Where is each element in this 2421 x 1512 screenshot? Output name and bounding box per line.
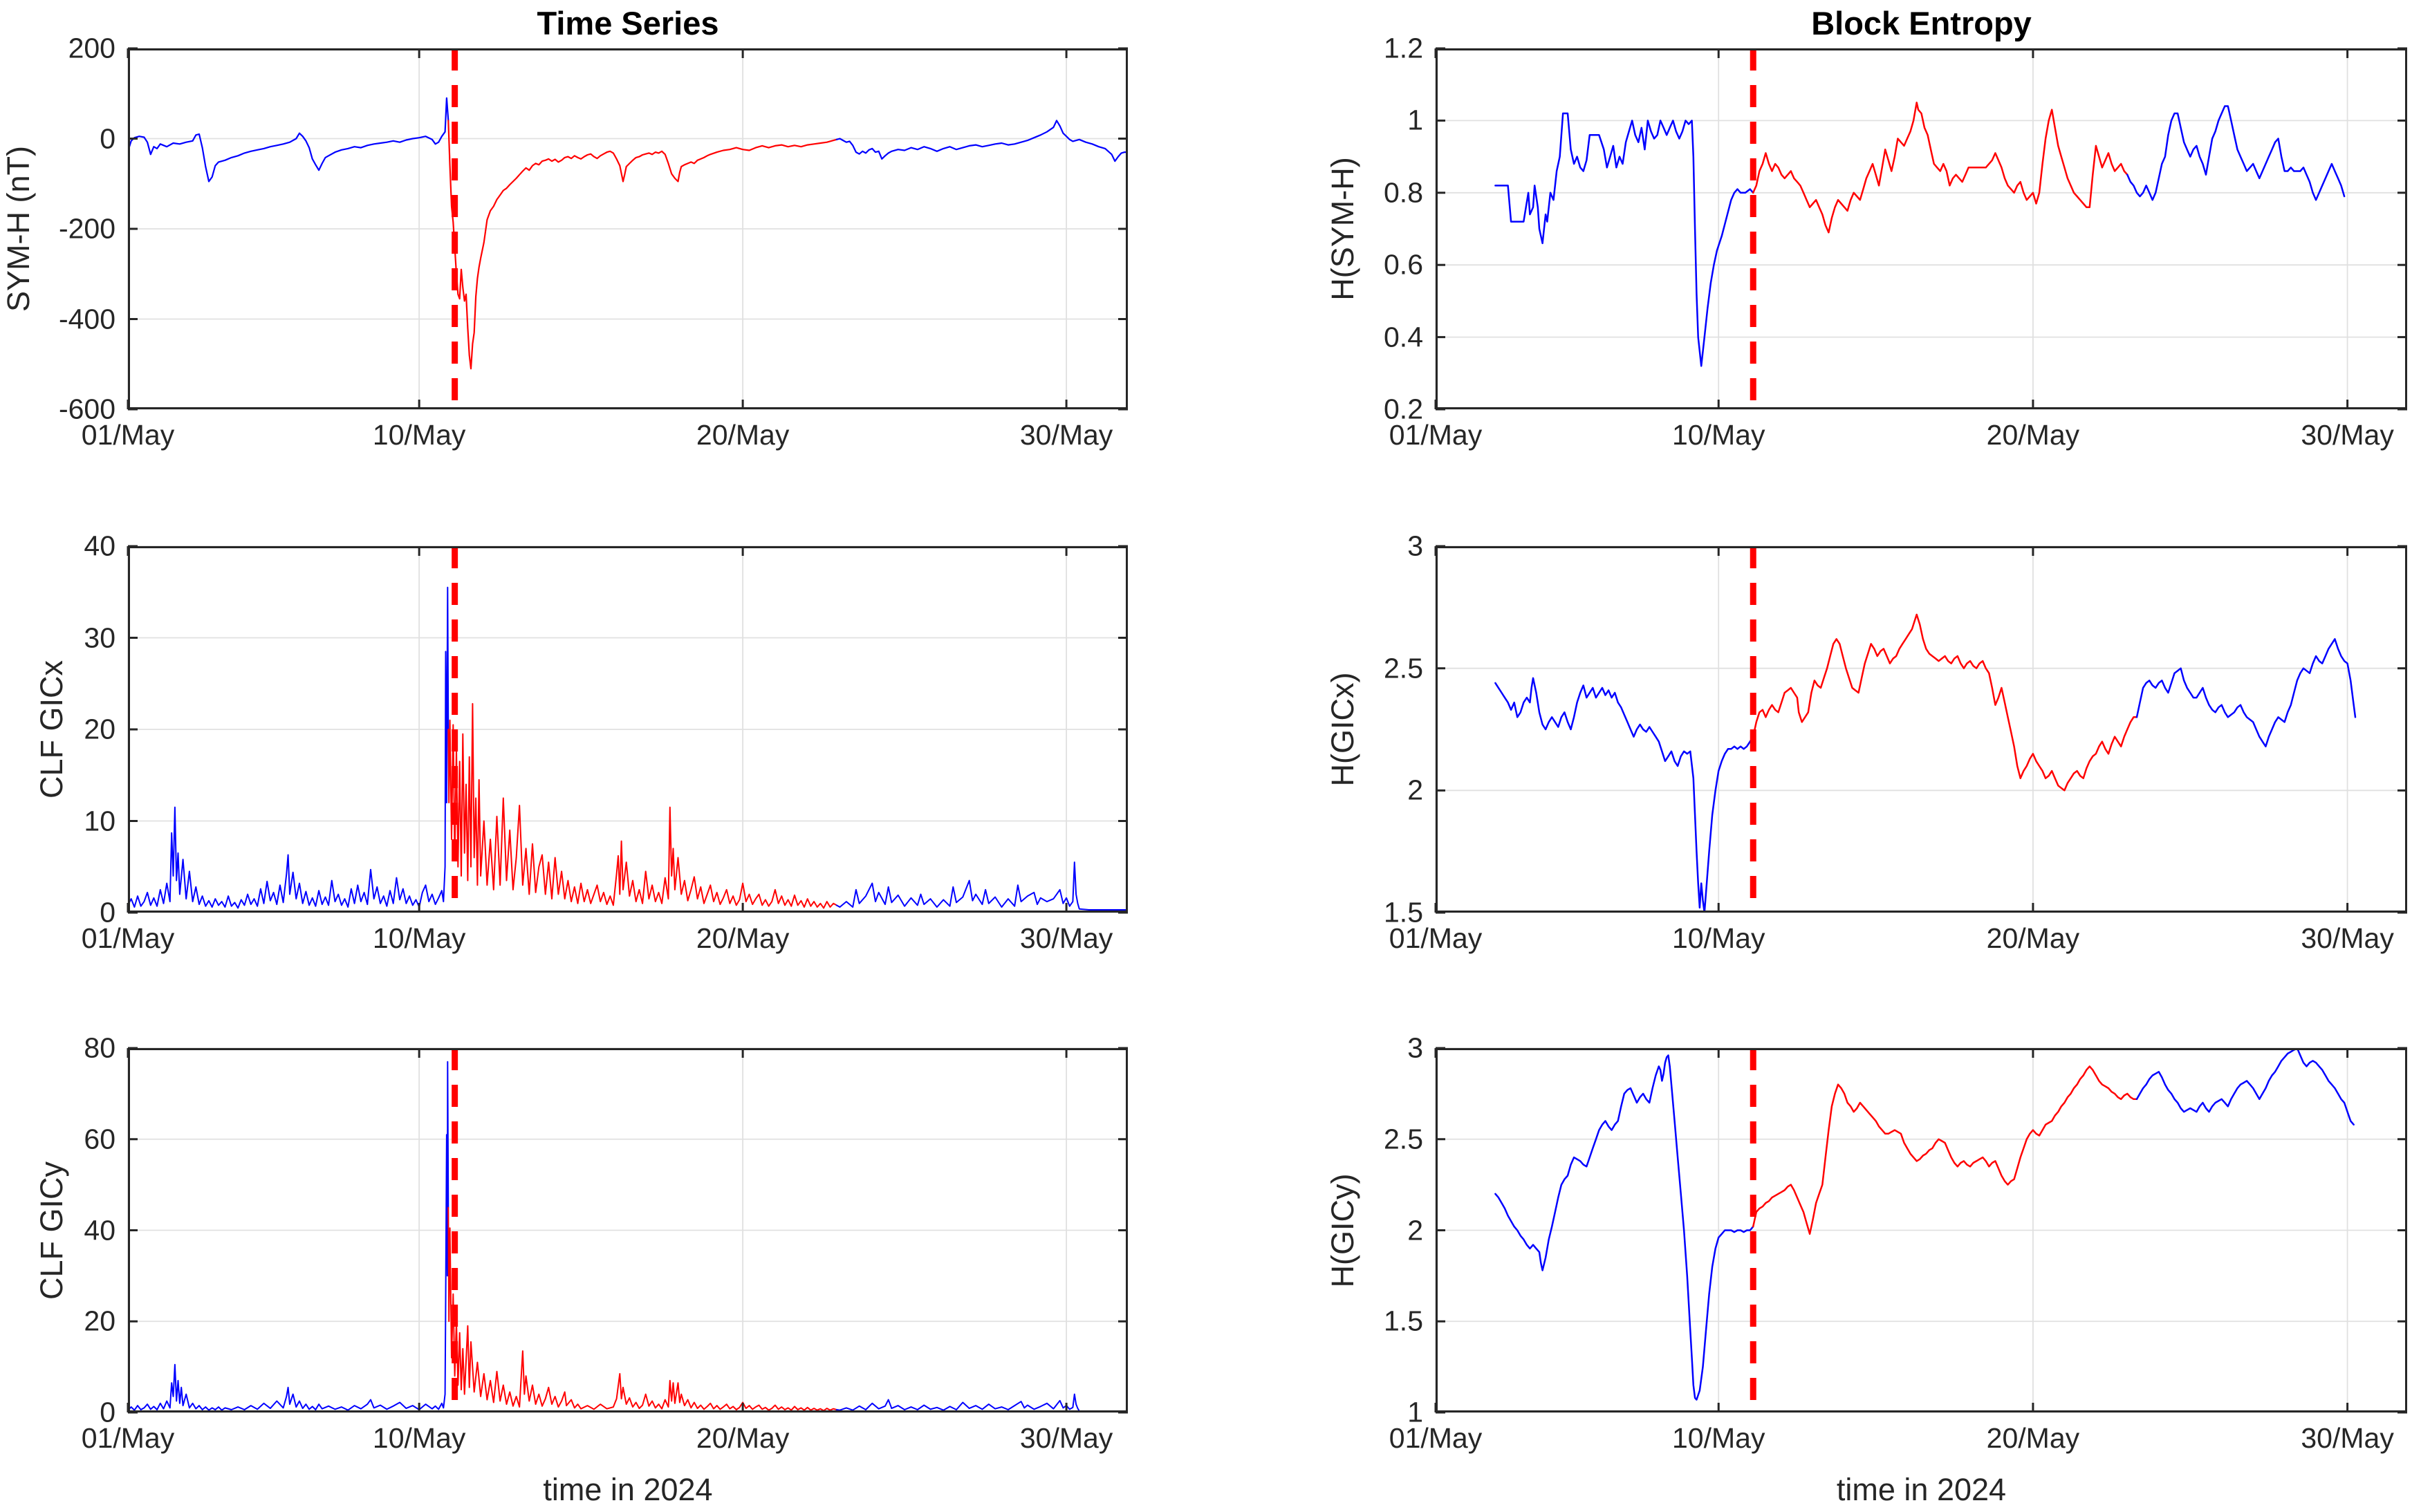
y-tick-label: 3: [1407, 1032, 1423, 1064]
y-tick-label: 1.2: [1384, 32, 1423, 64]
x-tick-label: 20/May: [696, 1422, 790, 1454]
y-tick-label: 30: [84, 622, 115, 653]
y-tick-label: 10: [84, 805, 115, 837]
x-axis-label-time-in-2024: time in 2024: [1836, 1472, 2007, 1507]
y-tick-label: 80: [84, 1032, 115, 1064]
y-axis-label-h-gicy: H(GICy): [1325, 1173, 1360, 1287]
y-tick-label: 40: [84, 530, 115, 562]
y-tick-label: 20: [84, 1305, 115, 1337]
x-tick-label: 01/May: [81, 922, 175, 954]
x-tick-label: 30/May: [1019, 1422, 1113, 1454]
subplot-entropy-symh: Block Entropy H(SYM-H) 01/May 10/May 20/Ma…: [1325, 5, 2407, 451]
x-tick-label: 20/May: [696, 922, 790, 954]
subplot-entropy-gicx: H(GICx) 01/May 10/May 20/May 30/May 3 2.5 2 1.5: [1325, 530, 2407, 954]
x-tick-label: 20/May: [1986, 419, 2080, 451]
x-tick-label: 20/May: [1986, 1422, 2080, 1454]
x-tick-label: 30/May: [2301, 1422, 2394, 1454]
y-tick-label: 0: [100, 1396, 115, 1428]
y-tick-label: 2: [1407, 774, 1423, 806]
y-tick-label: 0.2: [1384, 393, 1423, 425]
chart-canvas-entropy-gicy: [1434, 1047, 2407, 1414]
x-tick-label: 10/May: [1671, 922, 1765, 954]
x-axis-label-time-in-2024: time in 2024: [543, 1472, 713, 1507]
chart-canvas-entropy-symh: [1434, 47, 2407, 411]
chart-canvas-gicx: [127, 545, 1128, 914]
x-tick-label: 10/May: [372, 419, 466, 451]
y-tick-label: 2.5: [1384, 652, 1423, 684]
y-tick-label: 1.5: [1384, 1305, 1423, 1337]
x-tick-label: 01/May: [81, 1422, 175, 1454]
y-tick-label: 0: [100, 896, 115, 928]
y-tick-label: 0.6: [1384, 248, 1423, 281]
y-tick-label: 1.5: [1384, 896, 1423, 928]
y-axis-label-h-symh: H(SYM-H): [1325, 157, 1360, 301]
x-tick-label: 30/May: [2301, 922, 2394, 954]
y-tick-label: 60: [84, 1123, 115, 1155]
y-tick-label: 200: [68, 32, 115, 64]
y-tick-label: 0.8: [1384, 176, 1423, 209]
x-tick-label: 10/May: [372, 922, 466, 954]
y-tick-label: 1: [1407, 104, 1423, 136]
y-tick-label: 2: [1407, 1214, 1423, 1246]
y-tick-label: 2.5: [1384, 1123, 1423, 1155]
subplot-gicy-timeseries: CLF GICy time in 2024 01/May 10/May 20/May…: [34, 1032, 1128, 1507]
y-axis-label-gicx: CLF GICx: [34, 660, 69, 799]
x-tick-label: 10/May: [1671, 419, 1765, 451]
y-tick-label: 20: [84, 713, 115, 745]
y-tick-label: -400: [58, 303, 115, 335]
x-tick-label: 01/May: [1389, 419, 1483, 451]
x-tick-label: 20/May: [696, 419, 790, 451]
y-tick-label: -600: [58, 393, 115, 425]
y-tick-label: 3: [1407, 530, 1423, 562]
subplot-gicx-timeseries: CLF GICx 01/May 10/May 20/May 30/May 40 30 20 1…: [34, 530, 1128, 954]
x-tick-label: 01/May: [81, 419, 175, 451]
x-tick-label: 01/May: [1389, 1422, 1483, 1454]
subplot-entropy-gicy: H(GICy) time in 2024 01/May 10/May 20/May 3…: [1325, 1032, 2407, 1507]
x-tick-label: 10/May: [1671, 1422, 1765, 1454]
y-axis-label-h-gicx: H(GICx): [1325, 672, 1360, 787]
y-tick-label: 40: [84, 1214, 115, 1246]
x-tick-label: 10/May: [372, 1422, 466, 1454]
x-tick-label: 30/May: [2301, 419, 2394, 451]
chart-canvas-gicy: [127, 1047, 1128, 1414]
x-tick-label: 01/May: [1389, 922, 1483, 954]
y-tick-label: 0: [100, 122, 115, 154]
subplot-symh-timeseries: Time Series SYM-H (nT) 01/May 10/May 20/Ma…: [1, 5, 1128, 451]
x-tick-label: 30/May: [1019, 922, 1113, 954]
y-tick-label: 1: [1407, 1396, 1423, 1428]
x-tick-label: 30/May: [1019, 419, 1113, 451]
y-tick-label: 0.4: [1384, 321, 1423, 353]
column-title-time-series: Time Series: [537, 5, 719, 41]
chart-canvas-symh: [127, 47, 1128, 411]
y-tick-label: -200: [58, 212, 115, 245]
chart-canvas-entropy-gicx: [1434, 545, 2407, 914]
x-tick-label: 20/May: [1986, 922, 2080, 954]
y-axis-label-symh: SYM-H (nT): [1, 146, 36, 312]
column-title-block-entropy: Block Entropy: [1811, 5, 2032, 41]
y-axis-label-gicy: CLF GICy: [34, 1161, 69, 1300]
